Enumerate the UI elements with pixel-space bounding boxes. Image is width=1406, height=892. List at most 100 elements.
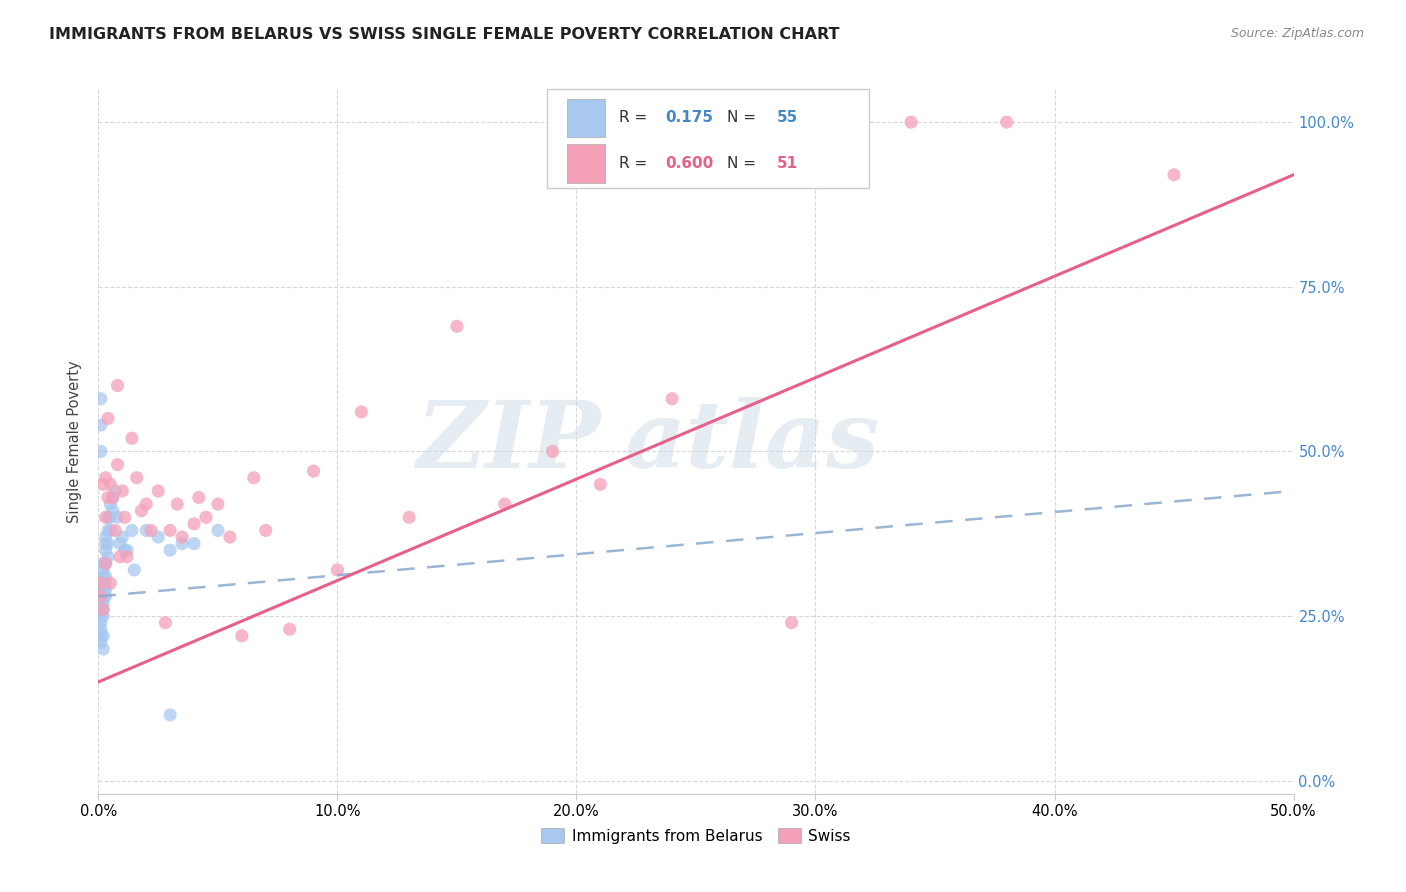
Point: [111, 483, 134, 498]
Point: [90, 444, 112, 458]
Point: [90, 609, 112, 624]
Point: [541, 444, 564, 458]
Point: [90, 590, 112, 604]
Point: [166, 497, 188, 511]
Point: [398, 510, 420, 524]
Point: [94, 530, 117, 544]
Point: [114, 510, 136, 524]
Point: [98, 497, 122, 511]
FancyBboxPatch shape: [547, 89, 869, 188]
Point: [91, 477, 114, 491]
Point: [661, 392, 683, 406]
Point: [107, 510, 129, 524]
Point: [97, 536, 120, 550]
Point: [195, 510, 218, 524]
Point: [94, 590, 117, 604]
Text: Source: ZipAtlas.com: Source: ZipAtlas.com: [1230, 27, 1364, 40]
Y-axis label: Single Female Poverty: Single Female Poverty: [67, 360, 83, 523]
Point: [98, 510, 122, 524]
Point: [159, 524, 181, 538]
Point: [350, 405, 373, 419]
Point: [326, 563, 349, 577]
Point: [172, 530, 194, 544]
Point: [94, 582, 117, 597]
Point: [94, 569, 117, 583]
Point: [219, 530, 242, 544]
Point: [90, 622, 112, 636]
Point: [101, 504, 124, 518]
Point: [94, 576, 117, 591]
Point: [94, 543, 117, 558]
Text: N =: N =: [727, 111, 761, 126]
Point: [1163, 168, 1185, 182]
Point: [90, 635, 112, 649]
Point: [97, 411, 120, 425]
Point: [94, 557, 117, 571]
Point: [135, 497, 157, 511]
Point: [97, 510, 120, 524]
Point: [115, 549, 138, 564]
Point: [90, 629, 112, 643]
Point: [131, 504, 153, 518]
Point: [90, 576, 112, 591]
Point: [124, 563, 146, 577]
Point: [121, 524, 143, 538]
Point: [90, 582, 112, 597]
Text: R =: R =: [620, 111, 652, 126]
Point: [114, 543, 136, 558]
Point: [108, 536, 131, 550]
Point: [115, 543, 138, 558]
Point: [172, 536, 194, 550]
Text: N =: N =: [727, 156, 761, 171]
Point: [91, 582, 114, 597]
Point: [107, 458, 129, 472]
Point: [91, 602, 114, 616]
Point: [94, 536, 117, 550]
Point: [107, 378, 129, 392]
Text: ZIP: ZIP: [416, 397, 600, 486]
Point: [97, 491, 120, 505]
Point: [278, 622, 301, 636]
Point: [302, 464, 325, 478]
Point: [91, 596, 114, 610]
Point: [159, 543, 181, 558]
Point: [97, 524, 120, 538]
Point: [91, 590, 114, 604]
Point: [90, 392, 112, 406]
Point: [91, 569, 114, 583]
Point: [243, 471, 266, 485]
Point: [207, 497, 229, 511]
Text: 51: 51: [778, 156, 799, 171]
Point: [148, 483, 170, 498]
Point: [101, 491, 124, 505]
Point: [94, 510, 117, 524]
Point: [91, 609, 114, 624]
Point: [125, 471, 148, 485]
Point: [900, 115, 922, 129]
Point: [87, 596, 110, 610]
Point: [108, 549, 131, 564]
Point: [90, 576, 112, 591]
Point: [589, 477, 612, 491]
Legend: Immigrants from Belarus, Swiss: Immigrants from Belarus, Swiss: [536, 822, 856, 850]
Point: [90, 602, 112, 616]
Point: [183, 536, 205, 550]
Point: [98, 477, 122, 491]
Point: [90, 418, 112, 433]
Point: [231, 629, 253, 643]
Point: [995, 115, 1018, 129]
Point: [254, 524, 277, 538]
Point: [91, 557, 114, 571]
Point: [104, 483, 127, 498]
Point: [87, 590, 110, 604]
Point: [97, 549, 120, 564]
Point: [148, 530, 170, 544]
Point: [91, 563, 114, 577]
FancyBboxPatch shape: [567, 98, 605, 137]
Point: [90, 596, 112, 610]
Text: 0.175: 0.175: [665, 111, 713, 126]
Point: [91, 642, 114, 657]
Point: [111, 530, 134, 544]
Point: [98, 576, 122, 591]
Point: [91, 576, 114, 591]
